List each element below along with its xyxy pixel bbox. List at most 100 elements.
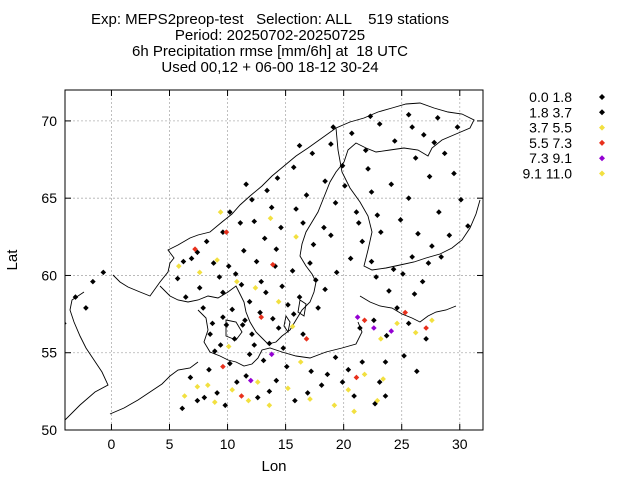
station-point xyxy=(304,390,311,396)
station-point xyxy=(367,113,374,120)
x-axis: 0 5 10 15 20 25 30 xyxy=(108,90,468,452)
station-point xyxy=(275,298,282,305)
station-point xyxy=(188,255,195,262)
station-point xyxy=(254,379,261,385)
station-point xyxy=(220,289,226,296)
baltic-coastline xyxy=(359,295,457,323)
station-point xyxy=(243,373,249,379)
legend-marker xyxy=(599,155,605,162)
station-point xyxy=(268,351,275,358)
station-point xyxy=(386,288,392,294)
station-point xyxy=(419,278,426,285)
station-point xyxy=(373,274,379,280)
station-point xyxy=(438,254,444,260)
station-point xyxy=(283,363,290,370)
legend-marker xyxy=(599,109,605,116)
station-point xyxy=(200,305,206,311)
station-point xyxy=(431,139,438,146)
station-point xyxy=(289,268,296,274)
station-point xyxy=(321,224,327,231)
coastline-map xyxy=(65,102,481,421)
station-point xyxy=(234,379,240,385)
station-point xyxy=(374,212,381,218)
y-axis: 50 55 60 65 70 xyxy=(41,113,483,438)
station-point xyxy=(232,271,239,277)
station-point xyxy=(237,220,244,226)
plot-frame xyxy=(64,89,484,431)
station-point xyxy=(274,175,281,181)
x-tick-label: 25 xyxy=(394,436,410,452)
station-point xyxy=(309,150,316,157)
station-point xyxy=(382,393,389,399)
x-tick-label: 30 xyxy=(452,436,468,452)
chart-title-line-2: Period: 20250702-20250725 xyxy=(174,27,366,44)
station-point xyxy=(214,390,220,396)
station-point xyxy=(328,232,334,239)
station-point xyxy=(400,271,406,277)
station-point xyxy=(353,209,360,215)
station-point xyxy=(279,283,285,290)
station-point xyxy=(214,257,220,263)
station-point xyxy=(220,363,226,370)
station-point xyxy=(378,336,384,342)
station-point xyxy=(414,368,420,375)
station-point xyxy=(222,402,229,409)
station-point xyxy=(353,374,360,381)
gotland-coastline xyxy=(297,299,307,317)
station-point xyxy=(307,260,313,266)
station-point xyxy=(220,314,226,320)
legend-label: 7.3 9.1 xyxy=(529,150,572,166)
station-point xyxy=(290,164,297,171)
y-tick-label: 55 xyxy=(41,345,57,361)
legend-label: 1.8 3.7 xyxy=(529,104,572,120)
station-point xyxy=(405,111,412,118)
station-point xyxy=(241,247,247,254)
station-point xyxy=(307,396,313,402)
station-point xyxy=(261,235,268,242)
station-point xyxy=(339,379,346,385)
station-point xyxy=(372,400,378,407)
station-point xyxy=(72,294,79,300)
station-point xyxy=(313,277,319,283)
station-point xyxy=(332,200,339,206)
station-point xyxy=(174,275,181,282)
station-point xyxy=(383,332,390,339)
station-point xyxy=(425,260,432,266)
station-point xyxy=(258,278,265,285)
station-point xyxy=(273,377,280,384)
station-point xyxy=(382,359,389,365)
station-point xyxy=(368,258,375,265)
station-point xyxy=(293,234,299,240)
station-point xyxy=(409,124,415,130)
station-point xyxy=(207,331,213,337)
station-point xyxy=(322,286,328,293)
station-point xyxy=(254,394,261,401)
station-point xyxy=(258,314,265,320)
station-point xyxy=(296,142,303,149)
uk-coastline xyxy=(65,291,109,421)
station-point xyxy=(371,317,377,324)
station-point xyxy=(270,261,276,268)
station-point xyxy=(376,121,383,127)
station-point xyxy=(266,388,273,395)
station-point xyxy=(394,320,400,327)
station-point xyxy=(266,402,273,409)
station-point xyxy=(203,238,210,245)
station-point xyxy=(266,340,273,347)
chart-title-line-3: 6h Precipitation rmse [mm/6h] at 18 UTC xyxy=(132,43,408,60)
station-point xyxy=(238,281,245,288)
oland-coastline xyxy=(283,314,291,334)
station-point xyxy=(257,309,263,316)
station-point xyxy=(331,402,338,409)
station-point xyxy=(458,196,464,203)
station-point xyxy=(246,351,253,358)
station-point xyxy=(210,260,217,266)
station-point xyxy=(434,115,441,121)
station-point xyxy=(209,320,216,327)
legend-label: 5.5 7.3 xyxy=(529,135,572,151)
station-point xyxy=(351,393,357,399)
station-point xyxy=(225,263,232,269)
station-point xyxy=(243,181,249,188)
legend-label: 3.7 5.5 xyxy=(529,120,572,136)
